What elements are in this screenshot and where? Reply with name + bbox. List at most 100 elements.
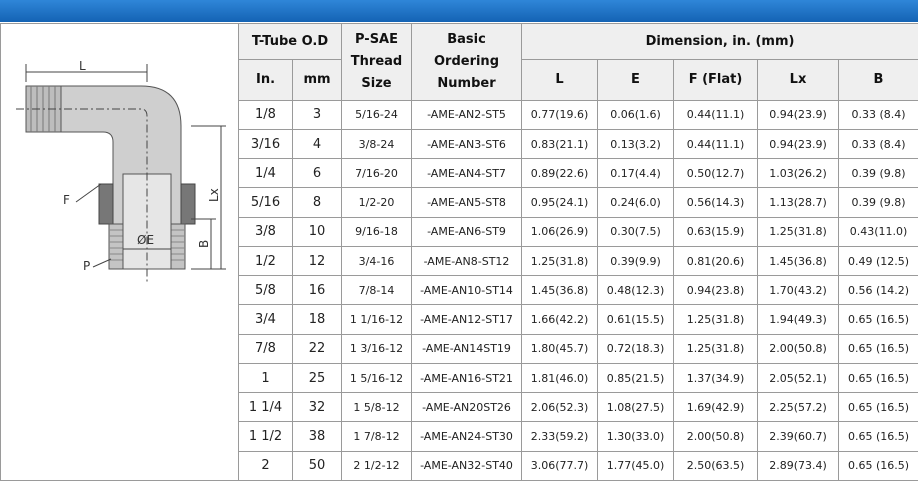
table-cell: 2 <box>239 451 293 480</box>
header-line: P-SAE <box>355 32 398 47</box>
table-cell: 2.25(57.2) <box>758 393 839 422</box>
table-cell: 0.44(11.1) <box>674 100 758 129</box>
table-cell: 0.44(11.1) <box>674 129 758 158</box>
diagram-cell: L F P ØE Lx B <box>1 24 239 481</box>
header-mm: mm <box>293 60 342 100</box>
table-cell: 1.77(45.0) <box>598 451 674 480</box>
table-cell: 0.95(24.1) <box>522 188 598 217</box>
table-cell: 7/8-14 <box>342 276 412 305</box>
header-line: Size <box>361 76 391 91</box>
header-line: Number <box>437 76 495 91</box>
table-cell: 0.33 (8.4) <box>839 129 918 158</box>
table-cell: 3/4-16 <box>342 246 412 275</box>
table-cell: 1 <box>239 363 293 392</box>
table-cell: 1.69(42.9) <box>674 393 758 422</box>
table-cell: 1 1/4 <box>239 393 293 422</box>
table-cell: 1.25(31.8) <box>674 305 758 334</box>
table-cell: -AME-AN12-ST17 <box>412 305 522 334</box>
table-cell: 3/4 <box>239 305 293 334</box>
table-cell: 32 <box>293 393 342 422</box>
table-cell: -AME-AN6-ST9 <box>412 217 522 246</box>
table-cell: 0.65 (16.5) <box>839 393 918 422</box>
table-cell: 1.13(28.7) <box>758 188 839 217</box>
table-cell: -AME-AN24-ST30 <box>412 422 522 451</box>
table-cell: 1/8 <box>239 100 293 129</box>
table-cell: 0.17(4.4) <box>598 159 674 188</box>
table-cell: 3/16 <box>239 129 293 158</box>
table-cell: -AME-AN3-ST6 <box>412 129 522 158</box>
table-cell: 0.06(1.6) <box>598 100 674 129</box>
header-tube: T-Tube O.D <box>239 24 342 60</box>
header-dimension: Dimension, in. (mm) <box>522 24 918 60</box>
table-cell: 5/8 <box>239 276 293 305</box>
table-cell: 1.70(43.2) <box>758 276 839 305</box>
table-cell: 2.33(59.2) <box>522 422 598 451</box>
table-cell: 1.37(34.9) <box>674 363 758 392</box>
table-cell: 0.39 (9.8) <box>839 188 918 217</box>
header-bar <box>0 0 918 22</box>
table-cell: 0.39 (9.8) <box>839 159 918 188</box>
header-line: Basic <box>447 32 486 47</box>
table-cell: 1.45(36.8) <box>758 246 839 275</box>
table-cell: 0.89(22.6) <box>522 159 598 188</box>
table-cell: -AME-AN16-ST21 <box>412 363 522 392</box>
table-cell: 2 1/2-12 <box>342 451 412 480</box>
table-cell: 9/16-18 <box>342 217 412 246</box>
table-cell: 3.06(77.7) <box>522 451 598 480</box>
table-cell: 0.49 (12.5) <box>839 246 918 275</box>
header-thread: P-SAE Thread Size <box>342 24 412 101</box>
table-cell: -AME-AN14ST19 <box>412 334 522 363</box>
table-cell: 22 <box>293 334 342 363</box>
table-cell: 2.89(73.4) <box>758 451 839 480</box>
table-cell: -AME-AN8-ST12 <box>412 246 522 275</box>
label-lx: Lx <box>207 188 221 202</box>
label-e: ØE <box>137 233 154 247</box>
table-cell: 0.39(9.9) <box>598 246 674 275</box>
table-cell: 0.30(7.5) <box>598 217 674 246</box>
label-b: B <box>197 240 211 248</box>
table-cell: 1.66(42.2) <box>522 305 598 334</box>
table-cell: -AME-AN2-ST5 <box>412 100 522 129</box>
table-cell: 5/16 <box>239 188 293 217</box>
table-cell: 0.65 (16.5) <box>839 422 918 451</box>
table-cell: 38 <box>293 422 342 451</box>
table-cell: 0.94(23.8) <box>674 276 758 305</box>
table-cell: 3/8 <box>239 217 293 246</box>
table-cell: 0.24(6.0) <box>598 188 674 217</box>
table-cell: 1 3/16-12 <box>342 334 412 363</box>
table-cell: 0.94(23.9) <box>758 100 839 129</box>
table-cell: 0.50(12.7) <box>674 159 758 188</box>
table-cell: 2.05(52.1) <box>758 363 839 392</box>
table-cell: 0.56(14.3) <box>674 188 758 217</box>
table-cell: 0.94(23.9) <box>758 129 839 158</box>
table-cell: 1.03(26.2) <box>758 159 839 188</box>
header-dim: L <box>522 60 598 100</box>
header-dim: B <box>839 60 918 100</box>
table-cell: -AME-AN10-ST14 <box>412 276 522 305</box>
table-cell: 1 1/16-12 <box>342 305 412 334</box>
table-cell: 0.65 (16.5) <box>839 305 918 334</box>
table-cell: 0.13(3.2) <box>598 129 674 158</box>
table-cell: 1 7/8-12 <box>342 422 412 451</box>
table-cell: 2.00(50.8) <box>758 334 839 363</box>
table-cell: 1 5/16-12 <box>342 363 412 392</box>
table-cell: 0.72(18.3) <box>598 334 674 363</box>
table-cell: 0.33 (8.4) <box>839 100 918 129</box>
table-cell: -AME-AN32-ST40 <box>412 451 522 480</box>
table-cell: 2.39(60.7) <box>758 422 839 451</box>
table-cell: 1 1/2 <box>239 422 293 451</box>
table-cell: 0.81(20.6) <box>674 246 758 275</box>
table-cell: 1.45(36.8) <box>522 276 598 305</box>
table-cell: 0.61(15.5) <box>598 305 674 334</box>
header-in: In. <box>239 60 293 100</box>
table-cell: 0.56 (14.2) <box>839 276 918 305</box>
table-cell: 1.80(45.7) <box>522 334 598 363</box>
table-cell: 3 <box>293 100 342 129</box>
header-line: Thread <box>351 54 402 69</box>
table-cell: 0.85(21.5) <box>598 363 674 392</box>
header-dim: E <box>598 60 674 100</box>
label-f: F <box>63 193 70 207</box>
table-cell: 1.25(31.8) <box>522 246 598 275</box>
header-dim: F (Flat) <box>674 60 758 100</box>
